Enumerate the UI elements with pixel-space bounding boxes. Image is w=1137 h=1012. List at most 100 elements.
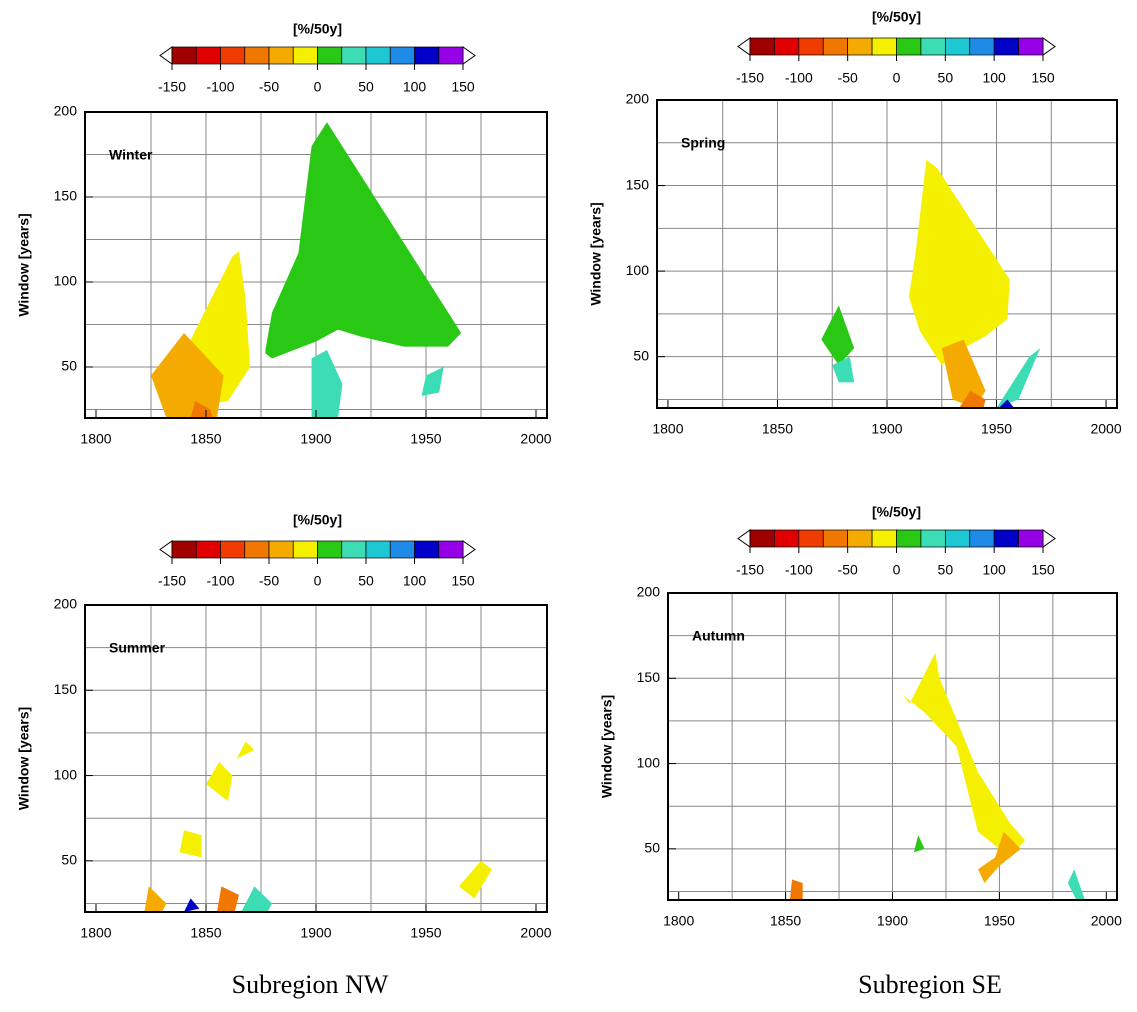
y-tick-label: 200 [626, 91, 650, 107]
colorbar-title: [%/50y] [293, 21, 342, 37]
trend-region [265, 122, 462, 359]
trend-region [311, 350, 343, 418]
colorbar-end [737, 37, 751, 56]
colorbar-end [462, 46, 476, 65]
colorbar-tick-label: -100 [206, 573, 234, 589]
trend-region [941, 339, 986, 408]
x-tick-label: 1800 [80, 431, 111, 447]
colorbar-box [871, 529, 897, 548]
colorbar-tick-label: -150 [736, 562, 764, 578]
panel-label: Spring [681, 135, 725, 151]
colorbar-box [244, 46, 270, 65]
colorbar-end [737, 529, 751, 548]
y-tick-label: 50 [644, 840, 660, 856]
colorbar-box [365, 46, 391, 65]
caption: Subregion SE [858, 970, 1002, 999]
colorbar-tick-label: 150 [451, 79, 475, 95]
colorbar-box [292, 46, 318, 65]
colorbar-box [871, 37, 897, 56]
y-tick-label: 200 [54, 103, 78, 119]
colorbar-box [822, 37, 849, 56]
colorbar-tick-label: -100 [785, 562, 813, 578]
colorbar-box [365, 540, 391, 559]
colorbar-box [774, 529, 800, 548]
colorbar-box [171, 540, 197, 559]
colorbar-box [944, 37, 971, 56]
colorbar-box [389, 540, 415, 559]
colorbar-box [798, 37, 824, 56]
trend-region [241, 886, 272, 912]
colorbar-box [438, 46, 464, 65]
colorbar-title: [%/50y] [293, 512, 342, 528]
colorbar-tick-label: 150 [1031, 562, 1055, 578]
x-tick-label: 1900 [877, 913, 908, 929]
y-tick-label: 100 [637, 754, 661, 770]
colorbar-box [920, 37, 946, 56]
y-axis-label: Window [years] [588, 202, 604, 305]
colorbar-tick-label: 100 [403, 573, 427, 589]
colorbar-box [969, 529, 995, 548]
colorbar-end [1042, 37, 1056, 56]
x-tick-label: 2000 [520, 431, 551, 447]
trend-region [903, 652, 1026, 858]
trend-region [179, 830, 202, 858]
trend-region [789, 879, 803, 900]
colorbar-box [414, 540, 440, 559]
x-tick-label: 1850 [762, 421, 793, 437]
x-tick-label: 1800 [663, 913, 694, 929]
trend-region [821, 305, 855, 366]
trend-region [236, 741, 255, 759]
x-tick-label: 2000 [1091, 913, 1122, 929]
colorbar-box [341, 540, 367, 559]
colorbar-box [969, 37, 995, 56]
trend-region [913, 835, 925, 853]
x-tick-label: 2000 [520, 925, 551, 941]
x-tick-label: 1850 [190, 925, 221, 941]
trend-region [206, 761, 233, 802]
colorbar-box [244, 540, 270, 559]
x-tick-label: 1850 [190, 431, 221, 447]
trend-region [1067, 869, 1085, 900]
y-tick-label: 150 [54, 681, 78, 697]
colorbar-tick-label: -50 [259, 79, 279, 95]
x-tick-label: 1900 [300, 431, 331, 447]
colorbar-box [774, 37, 800, 56]
colorbar-end [462, 540, 476, 559]
y-axis-label: Window [years] [599, 695, 615, 798]
y-tick-label: 200 [54, 596, 78, 612]
colorbar-box [268, 540, 294, 559]
colorbar-end [1042, 529, 1056, 548]
x-tick-label: 1950 [981, 421, 1012, 437]
colorbar-box [268, 46, 294, 65]
colorbar-tick-label: 0 [314, 79, 322, 95]
colorbar-tick-label: -150 [736, 70, 764, 86]
trend-region [978, 831, 1021, 883]
colorbar-box [438, 540, 464, 559]
panel-label: Winter [109, 147, 153, 163]
trend-region [184, 898, 200, 912]
colorbar-tick-label: 100 [982, 562, 1006, 578]
colorbar-box [822, 529, 849, 548]
panel-label: Autumn [692, 628, 745, 644]
x-tick-label: 1850 [770, 913, 801, 929]
colorbar-tick-label: -150 [158, 79, 186, 95]
colorbar-tick-label: 150 [1031, 70, 1055, 86]
y-tick-label: 150 [54, 188, 78, 204]
trend-region [998, 399, 1015, 408]
colorbar-tick-label: 0 [893, 70, 901, 86]
colorbar-box [847, 529, 873, 548]
y-tick-label: 200 [637, 584, 661, 600]
colorbar-box [389, 46, 415, 65]
y-axis-label: Window [years] [16, 213, 32, 316]
y-tick-label: 150 [637, 669, 661, 685]
colorbar-box [171, 46, 197, 65]
trend-region [217, 886, 239, 912]
colorbar-tick-label: 50 [358, 79, 374, 95]
x-tick-label: 1950 [410, 431, 441, 447]
colorbar-title: [%/50y] [872, 504, 921, 520]
colorbar-tick-label: 0 [893, 562, 901, 578]
y-tick-label: 50 [633, 347, 649, 363]
y-tick-label: 100 [54, 273, 78, 289]
colorbar-end [159, 540, 173, 559]
colorbar-tick-label: -100 [206, 79, 234, 95]
